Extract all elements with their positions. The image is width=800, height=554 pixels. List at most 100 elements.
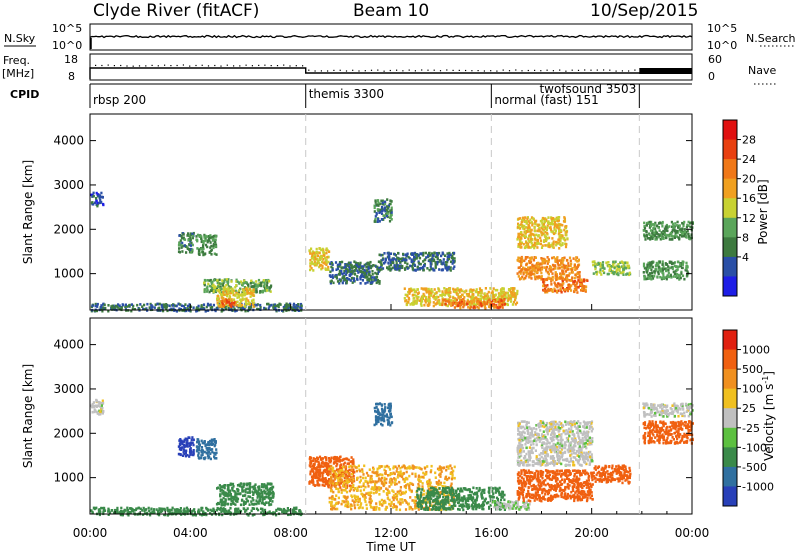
freq-dense-block	[639, 68, 692, 74]
data-cell	[498, 306, 502, 309]
data-cell	[341, 266, 344, 269]
data-cell	[234, 508, 237, 511]
data-cell	[324, 456, 327, 459]
data-cell	[100, 195, 103, 199]
data-cell	[258, 495, 261, 498]
data-cell	[413, 255, 416, 259]
data-cell	[557, 267, 560, 270]
data-cell	[518, 270, 521, 274]
data-cell	[498, 298, 501, 301]
data-cell	[315, 460, 318, 463]
data-cell	[564, 289, 567, 293]
data-cell	[579, 283, 582, 286]
data-cell	[407, 300, 410, 304]
data-cell	[199, 307, 202, 311]
data-cell	[453, 265, 456, 268]
data-cell	[110, 509, 113, 512]
data-cell	[514, 298, 517, 302]
data-cell	[348, 270, 351, 273]
data-cell	[412, 261, 415, 265]
data-cell	[558, 247, 561, 250]
data-cell	[428, 251, 431, 255]
freq-trace	[89, 64, 692, 79]
data-cell	[179, 443, 182, 447]
colorbar-swatch	[723, 256, 737, 277]
data-cell	[223, 293, 226, 296]
data-cell	[235, 309, 238, 312]
data-cell	[211, 448, 214, 451]
data-cell	[96, 412, 99, 415]
data-cell	[417, 291, 420, 294]
data-cell	[402, 472, 406, 475]
data-cell	[325, 464, 328, 467]
data-cell	[429, 265, 432, 268]
data-cell	[102, 410, 105, 413]
data-cell	[133, 308, 137, 311]
data-cell	[211, 282, 214, 286]
data-cell	[548, 268, 551, 272]
data-cell	[444, 291, 447, 295]
data-cell	[576, 276, 579, 279]
data-cell	[187, 509, 190, 512]
data-cell	[339, 473, 342, 476]
data-cell	[222, 496, 225, 500]
data-cell	[668, 266, 672, 270]
data-cell	[561, 276, 564, 280]
data-cell	[675, 272, 678, 276]
data-cell	[260, 507, 263, 511]
data-cell	[282, 509, 285, 512]
data-cell	[534, 256, 537, 259]
data-cell	[449, 269, 452, 272]
data-cell	[510, 287, 513, 290]
data-cell	[517, 245, 520, 248]
data-cell	[189, 309, 192, 313]
data-cell	[417, 260, 420, 263]
data-cell	[226, 502, 229, 506]
data-cell	[671, 222, 675, 226]
data-cell	[245, 509, 248, 512]
data-cell	[352, 460, 355, 464]
data-cell	[287, 509, 290, 512]
data-cell	[215, 289, 218, 293]
data-cell	[448, 289, 451, 292]
data-cell	[206, 303, 210, 307]
data-cell	[555, 224, 558, 227]
data-cell	[187, 442, 191, 445]
data-cell	[566, 266, 569, 269]
data-cell	[563, 278, 567, 281]
data-cell	[193, 513, 196, 517]
data-cell	[534, 238, 537, 241]
data-cell	[661, 224, 664, 228]
data-cell	[107, 510, 110, 513]
data-cell	[394, 258, 398, 261]
data-cell	[214, 309, 217, 313]
data-cell	[378, 282, 381, 285]
data-cell	[131, 307, 134, 311]
data-cell	[388, 481, 391, 484]
data-cell	[229, 506, 232, 510]
data-cell	[414, 269, 417, 272]
data-cell	[239, 307, 243, 310]
data-cell	[333, 460, 336, 464]
data-cell	[252, 301, 255, 305]
data-cell	[541, 262, 544, 265]
data-cell	[331, 473, 335, 477]
data-cell	[680, 272, 683, 275]
data-cell	[594, 262, 597, 266]
data-cell	[558, 236, 561, 240]
data-cell	[339, 279, 342, 283]
data-cell	[413, 293, 416, 297]
data-cell	[522, 266, 525, 270]
data-cell	[360, 275, 363, 278]
nave-dot	[502, 69, 504, 71]
data-cell	[291, 509, 294, 513]
data-cell	[118, 307, 121, 310]
data-cell	[272, 493, 275, 497]
data-cell	[231, 291, 234, 294]
data-cell	[613, 266, 616, 270]
data-cell	[262, 485, 265, 489]
data-cell	[449, 253, 452, 256]
colorbar-frame	[722, 119, 738, 297]
data-cell	[583, 285, 586, 288]
data-cell	[535, 242, 538, 245]
